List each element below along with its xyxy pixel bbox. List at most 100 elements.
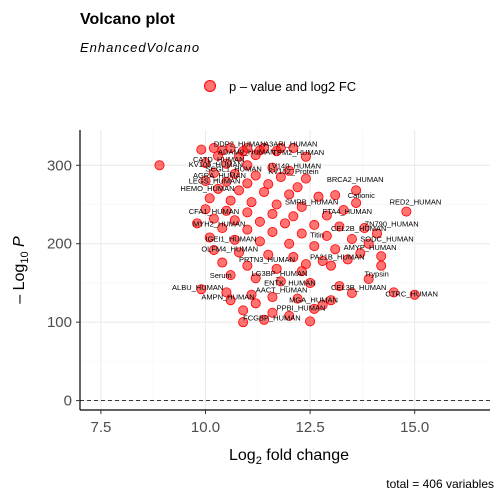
data-point [296, 201, 307, 212]
data-point [351, 185, 362, 196]
data-point [346, 288, 357, 299]
data-point [284, 310, 295, 321]
point-label: MGA_HUMAN [289, 296, 338, 305]
data-point [225, 195, 236, 206]
data-point [271, 199, 282, 210]
data-point [242, 207, 253, 218]
data-point [284, 238, 295, 249]
data-point [221, 176, 232, 187]
point-label: Serum [210, 271, 232, 280]
data-point [229, 168, 240, 179]
data-point [213, 183, 224, 194]
data-point [250, 150, 261, 161]
data-point [351, 197, 362, 208]
x-tick-label: 7.5 [90, 419, 111, 436]
data-point [305, 277, 316, 288]
y-tick-label: 0 [64, 393, 72, 410]
point-label: TPM2_HUMAN [272, 148, 324, 157]
data-point [196, 144, 207, 155]
data-point [229, 215, 240, 226]
data-point [313, 191, 324, 202]
data-point [217, 223, 228, 234]
y-tick-label: 200 [47, 236, 72, 253]
point-label: SCGL1_HUMAN [206, 165, 262, 174]
point-label: CATD_HUMAN [193, 155, 245, 164]
point-label: BRCA2_HUMAN [327, 175, 384, 184]
point-label: DDP2_HUMAN [214, 139, 266, 148]
data-point [200, 204, 211, 215]
data-point [300, 151, 311, 162]
data-point [288, 211, 299, 222]
data-point [326, 295, 337, 306]
point-label: AACT_HUMAN [256, 285, 308, 294]
data-point [346, 234, 357, 245]
data-point [267, 162, 278, 173]
data-point [288, 143, 299, 154]
data-point [254, 236, 265, 247]
data-point [254, 216, 265, 227]
legend: p – value and log2 FC [204, 79, 356, 94]
point-label: ADAM9_HUMAN [218, 147, 276, 156]
tick-labels: 7.5 10.0 12.5 15.0 0 100 200 300 [47, 157, 429, 436]
total-caption: total = 406 variables [386, 477, 494, 491]
data-point [208, 244, 219, 255]
point-label: FTA4_HUMAN [323, 207, 372, 216]
legend-label: p – value and log2 FC [229, 79, 356, 94]
data-point [279, 218, 290, 229]
data-point [330, 244, 341, 255]
data-point [267, 292, 278, 303]
point-label: FCGBP_HUMAN [243, 314, 301, 323]
data-point [242, 260, 253, 271]
point-label: ENTK_HUMAN [264, 278, 316, 287]
data-point [284, 189, 295, 200]
point-label: CEL3B_HUMAN [331, 283, 386, 292]
data-point [221, 205, 232, 216]
point-label: HEMO_HUMAN [180, 184, 234, 193]
data-point [267, 226, 278, 237]
data-point [376, 251, 387, 262]
point-label: ALBU_HUMAN [172, 283, 223, 292]
data-point [309, 303, 320, 314]
point-label: LV140_HUMAN [268, 161, 321, 170]
point-label: RED2_HUMAN [390, 198, 442, 207]
data-point [242, 224, 253, 235]
data-point [213, 150, 224, 161]
point-label: KV102_Protein [268, 167, 318, 176]
data-point [359, 223, 370, 234]
data-point [200, 157, 211, 168]
data-point [208, 213, 219, 224]
data-point [267, 307, 278, 318]
point-label: Titin [310, 230, 324, 239]
data-point [259, 186, 270, 197]
point-label: ZN790_HUMAN [364, 219, 418, 228]
data-point [238, 317, 249, 328]
data-point [233, 247, 244, 258]
data-point [296, 228, 307, 239]
data-point [292, 293, 303, 304]
legend-marker [204, 80, 216, 92]
data-point [229, 234, 240, 245]
data-point [200, 175, 211, 186]
data-point [326, 260, 337, 271]
data-point [309, 219, 320, 230]
data-point [242, 178, 253, 189]
data-point [250, 298, 261, 309]
data-point [250, 170, 261, 181]
data-point [363, 238, 374, 249]
data-point [271, 263, 282, 274]
data-point [221, 158, 232, 169]
data-point [292, 182, 303, 193]
data-point [204, 232, 215, 243]
point-label: Cationic [348, 191, 375, 200]
data-point [154, 160, 165, 171]
data-point [334, 281, 345, 292]
point-label: AMYP_HUMAN [344, 243, 397, 252]
point-label: PA21B_HUMAN [310, 252, 364, 261]
data-point [317, 299, 328, 310]
data-point [296, 266, 307, 277]
data-point [263, 249, 274, 260]
data-point [246, 289, 257, 300]
data-point [246, 197, 257, 208]
data-point [259, 314, 270, 325]
